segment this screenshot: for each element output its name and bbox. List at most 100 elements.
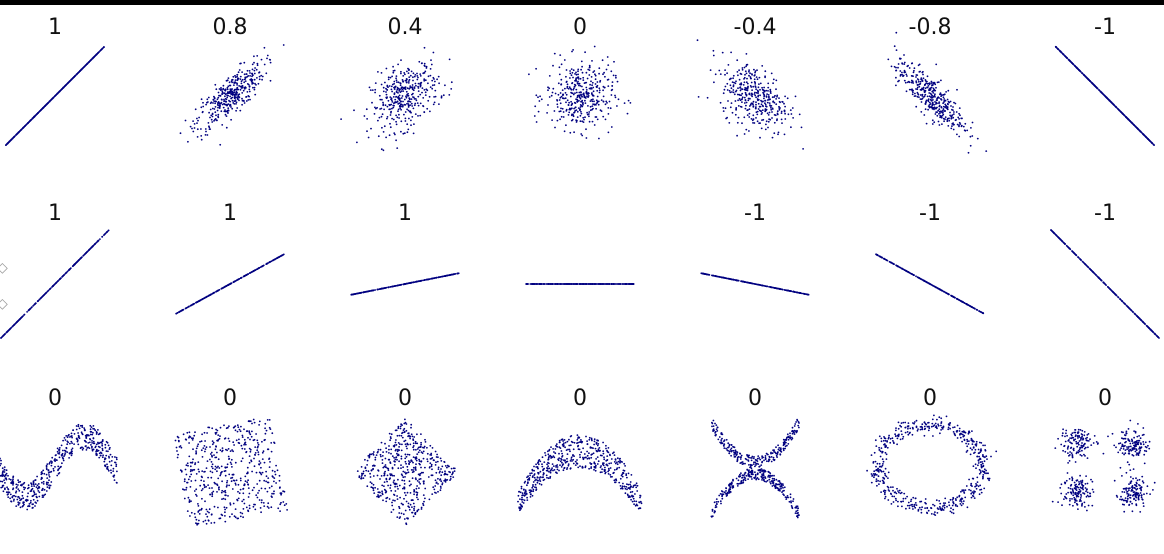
scatter-point-r1-c3: [385, 91, 387, 93]
scatter-point-r3-c1: [114, 456, 116, 458]
scatter-point-r2-c3: [418, 280, 421, 282]
scatter-point-r3-c1: [4, 477, 7, 479]
scatter-point-r1-c4: [535, 94, 538, 97]
scatter-point-r1-c4: [582, 79, 585, 81]
scatter-point-r1-c5: [759, 88, 761, 91]
scatter-point-r2-c1: [16, 320, 19, 323]
scatter-point-r1-c5: [754, 71, 756, 74]
scatter-point-r2-c4: [610, 283, 613, 285]
scatter-point-r1-c3: [414, 82, 417, 85]
scatter-point-r1-c5: [749, 72, 751, 75]
scatter-point-r1-c6: [904, 81, 907, 84]
scatter-point-r1-c3: [433, 84, 436, 86]
scatter-point-r1-c4: [563, 130, 566, 133]
scatter-point-r2-c4: [603, 283, 606, 285]
scatter-point-r1-c4: [570, 119, 573, 122]
scatter-point-r1-c6: [895, 66, 897, 69]
scatter-point-r3-c1: [27, 486, 30, 489]
scatter-point-r3-c1: [36, 499, 39, 502]
scatter-point-r1-c5: [755, 76, 758, 78]
scatter-point-r2-c2: [257, 267, 260, 270]
scatter-point-r1-c2: [258, 78, 261, 81]
scatter-point-r1-c5: [706, 96, 709, 99]
scatter-point-r1-c7: [1070, 61, 1072, 63]
scatter-point-r3-c1: [76, 439, 79, 442]
scatter-point-r1-c5: [746, 63, 749, 66]
scatter-point-r2-c4: [630, 283, 632, 285]
panel-label-r3-c1: 0: [48, 386, 62, 411]
scatter-point-r3-c1: [6, 486, 8, 489]
scatter-point-r3-c1: [61, 456, 64, 459]
scatter-point-r1-c6: [922, 77, 925, 80]
scatter-point-r1-c5: [760, 110, 762, 113]
scatter-point-r1-c4: [560, 115, 563, 118]
scatter-point-r3-c1: [77, 436, 80, 439]
scatter-point-r3-c1: [87, 442, 90, 444]
scatter-point-r1-c3: [407, 109, 410, 112]
scatter-point-r1-c2: [260, 58, 263, 61]
scatter-point-r1-c6: [921, 93, 924, 96]
scatter-point-r1-c2: [229, 88, 232, 91]
scatter-point-r2-c7: [1142, 321, 1144, 323]
scatter-point-r1-c4: [566, 99, 569, 102]
scatter-point-r1-c2: [211, 121, 214, 123]
scatter-point-r1-c2: [217, 116, 220, 119]
scatter-point-r1-c4: [565, 80, 568, 83]
scatter-point-r2-c6: [947, 293, 950, 295]
scatter-point-r1-c3: [389, 122, 391, 125]
scatter-point-r2-c1: [15, 321, 18, 324]
scatter-point-r1-c4: [571, 82, 574, 84]
scatter-point-r1-c6: [915, 76, 917, 78]
scatter-point-r1-c4: [598, 89, 601, 92]
scatter-point-r2-c7: [1138, 317, 1141, 320]
scatter-point-r1-c2: [218, 88, 221, 90]
scatter-point-r1-c3: [411, 105, 414, 107]
scatter-point-r1-c2: [246, 69, 249, 72]
scatter-point-r1-c6: [969, 135, 972, 138]
scatter-point-r1-c4: [554, 126, 556, 129]
scatter-point-r1-c1: [39, 110, 41, 112]
scatter-point-r1-c6: [903, 79, 906, 82]
scatter-point-r1-c3: [381, 113, 384, 116]
scatter-point-r1-c3: [427, 99, 430, 102]
scatter-point-r1-c5: [780, 118, 783, 121]
scatter-point-r1-c6: [960, 117, 963, 120]
scatter-point-r1-c4: [610, 126, 613, 128]
scatter-point-r1-c4: [553, 52, 556, 55]
scatter-point-r1-c2: [248, 90, 251, 93]
scatter-point-r1-c5: [722, 92, 725, 95]
scatter-point-r3-c1: [101, 447, 104, 450]
scatter-point-r1-c5: [757, 92, 759, 95]
scatter-point-r1-c2: [243, 81, 246, 84]
scatter-point-r1-c4: [602, 73, 604, 76]
scatter-point-r2-c4: [612, 283, 615, 285]
scatter-point-r3-c1: [3, 479, 5, 482]
scatter-point-r1-c4: [579, 114, 582, 117]
scatter-point-r1-c6: [970, 127, 972, 129]
scatter-point-r1-c3: [391, 75, 393, 78]
scatter-point-r1-c6: [958, 118, 960, 120]
scatter-point-r2-c1: [99, 238, 101, 241]
scatter-point-r2-c3: [370, 289, 372, 292]
scatter-point-r1-c2: [201, 110, 204, 113]
scatter-point-r1-c4: [595, 85, 598, 88]
scatter-point-r1-c3: [423, 64, 426, 67]
scatter-point-r1-c3: [416, 72, 418, 75]
scatter-point-r3-c1: [108, 460, 111, 463]
scatter-point-r2-c5: [773, 287, 776, 289]
scatter-point-r1-c6: [932, 99, 934, 101]
scatter-point-r1-c3: [436, 78, 438, 81]
scatter-point-r1-c5: [759, 136, 761, 139]
scatter-point-r1-c7: [1139, 130, 1142, 133]
scatter-point-r1-c4: [567, 114, 570, 116]
scatter-point-r1-c5: [741, 101, 743, 103]
scatter-point-r1-c5: [775, 98, 777, 100]
scatter-point-r1-c2: [230, 93, 233, 96]
scatter-point-r1-c3: [368, 86, 371, 89]
scatter-point-r1-c4: [588, 113, 590, 115]
scatter-point-r1-c3: [413, 123, 415, 125]
scatter-point-r1-c6: [935, 86, 937, 89]
scatter-point-r1-c5: [741, 88, 744, 91]
scatter-point-r1-c1: [32, 116, 35, 119]
scatter-point-r1-c4: [561, 89, 564, 91]
